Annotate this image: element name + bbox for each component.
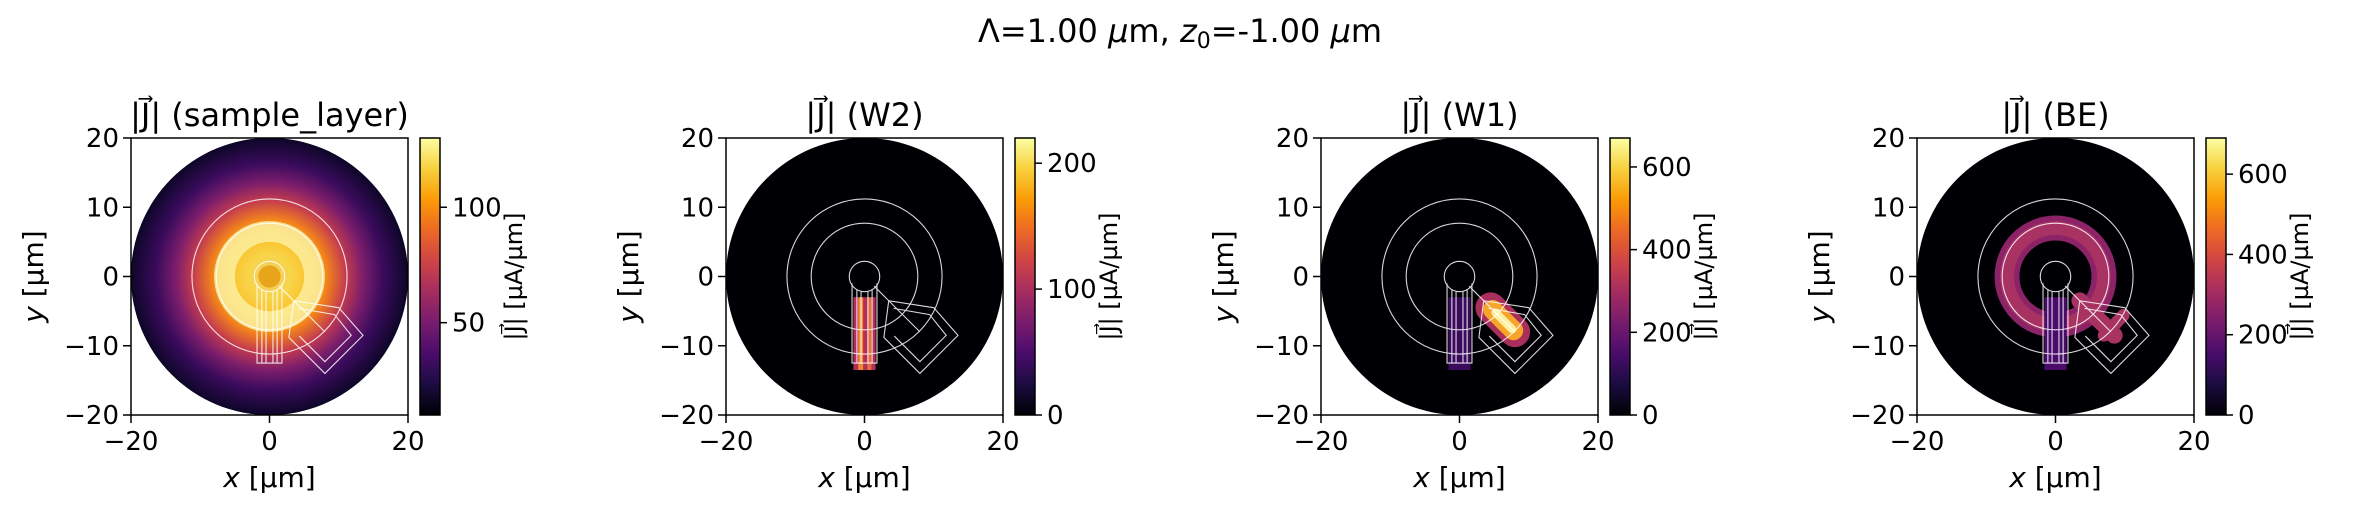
y-axis-label: y [µm] [612,230,645,323]
x-axis-label: x [µm] [1412,461,1505,494]
y-tick-label: −20 [659,401,714,431]
y-axis-label: y [µm] [1207,230,1240,323]
colorbar-tick-label: 50 [452,309,485,339]
colorbar-tick-label: 100 [452,193,502,223]
y-axis-label: y [µm] [1803,230,1836,323]
y-axis-label: y [µm] [17,230,50,323]
y-tick-label: 10 [86,193,119,223]
x-tick-label: 20 [391,427,424,457]
panel-1: −20 0 20 −20 −10 0 10 20 |J⃗| (sample_layer)x [µ… [17,95,528,494]
y-tick-label: 20 [1276,124,1309,154]
y-tick-label: 20 [86,124,119,154]
y-tick-label: 10 [1276,193,1309,223]
x-tick-label: −20 [1890,427,1945,457]
y-tick-label: 0 [1888,263,1905,293]
heatmap [726,138,1003,415]
y-tick-label: 0 [102,263,119,293]
colorbar-tick-label: 0 [1047,401,1064,431]
y-tick-label: −10 [659,332,714,362]
x-tick-label: −20 [1294,427,1349,457]
heatmap [1917,138,2194,415]
panel-title: |J⃗| (BE) [2001,95,2109,134]
x-tick-label: 0 [856,427,873,457]
colorbar [1610,138,1630,415]
x-tick-label: 20 [2177,427,2210,457]
panel-title: |J⃗| (W2) [805,95,923,134]
panel-title: |J⃗| (W1) [1400,95,1518,134]
y-tick-label: −20 [1254,401,1309,431]
y-tick-label: 10 [1872,193,1905,223]
colorbar [1015,138,1035,415]
colorbar-tick-label: 600 [1642,153,1692,183]
y-tick-label: −20 [64,401,119,431]
colorbar-tick-label: 400 [1642,236,1692,266]
x-axis-label: x [µm] [2008,461,2101,494]
colorbar-tick-label: 0 [2238,401,2255,431]
y-tick-label: 0 [1292,263,1309,293]
x-tick-label: 20 [986,427,1019,457]
colorbar-tick-label: 0 [1642,401,1659,431]
colorbar-tick-label: 200 [1642,318,1692,348]
heatmap [1321,138,1598,415]
x-tick-label: −20 [699,427,754,457]
y-tick-label: 10 [681,193,714,223]
heatmap [131,138,408,415]
x-tick-label: 0 [2047,427,2064,457]
colorbar-label: |J⃗| [µA/µm] [1689,212,1718,340]
panel-title: |J⃗| (sample_layer) [130,95,409,134]
y-tick-label: 0 [697,263,714,293]
x-axis-label: x [µm] [817,461,910,494]
colorbar-label: |J⃗| [µA/µm] [1094,212,1123,340]
x-tick-label: −20 [104,427,159,457]
colorbar-tick-label: 600 [2238,160,2288,190]
colorbar-tick-label: 100 [1047,275,1097,305]
colorbar-tick-label: 200 [2238,321,2288,351]
figure-suptitle: Λ=1.00 μm, z0=-1.00 μm [978,12,1382,54]
colorbar-tick-label: 400 [2238,240,2288,270]
y-tick-label: −10 [1850,332,1905,362]
panel-2: −20 0 20 −20 −10 0 10 20 |J⃗| (W2) x [µm] y [µm] 0 1… [612,95,1123,494]
y-tick-label: −10 [64,332,119,362]
colorbar-tick-label: 200 [1047,149,1097,179]
x-tick-label: 0 [1451,427,1468,457]
panel-3: −20 0 20 −20 −10 0 10 20 |J⃗| (W1) x [µm] y [µm] 0 2… [1207,95,1718,494]
x-tick-label: 0 [261,427,278,457]
x-axis-label: x [µm] [222,461,315,494]
colorbar-label: |J⃗| [µA/µm] [2285,212,2314,340]
colorbar-label: |J⃗| [µA/µm] [499,212,528,340]
colorbar [2206,138,2226,415]
colorbar [420,138,440,415]
y-tick-label: −20 [1850,401,1905,431]
y-tick-label: −10 [1254,332,1309,362]
y-tick-label: 20 [681,124,714,154]
panel-4: −20 0 20 −20 −10 0 10 20 |J⃗| (BE) x [µm] y [µm] 0 2… [1803,95,2314,494]
y-tick-label: 20 [1872,124,1905,154]
x-tick-label: 20 [1581,427,1614,457]
